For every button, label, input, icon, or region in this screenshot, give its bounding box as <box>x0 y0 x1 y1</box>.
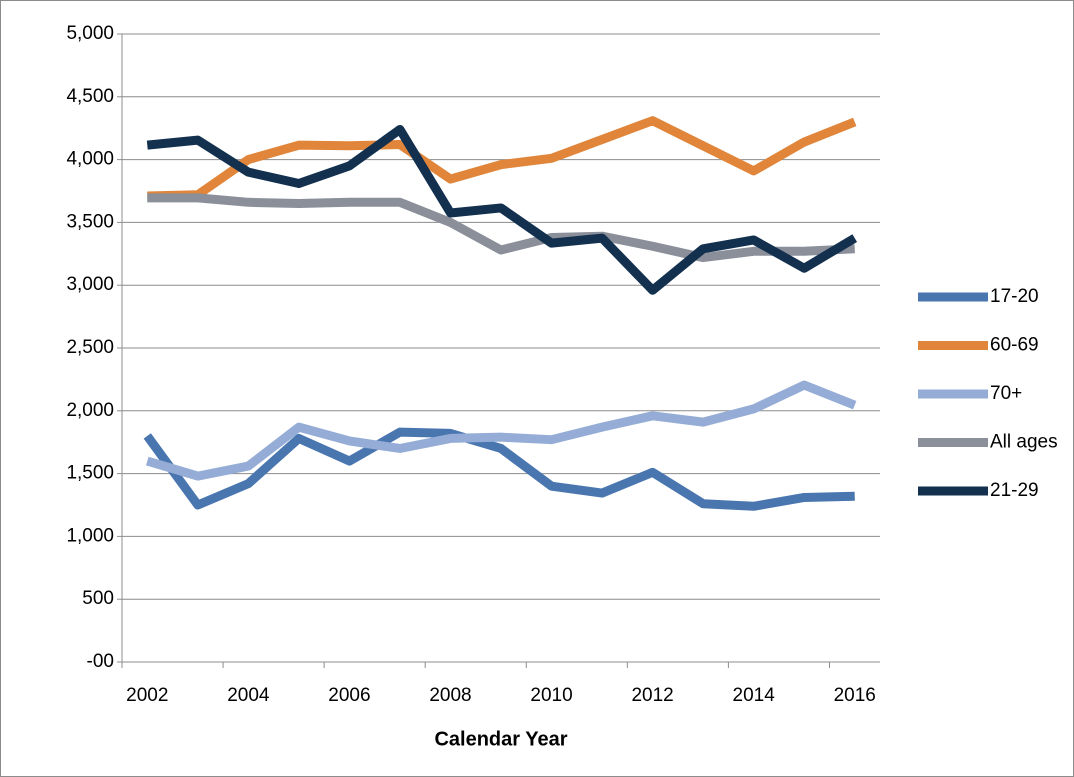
x-tick-label: 2004 <box>227 685 270 706</box>
series-line <box>147 116 857 201</box>
x-tick-label: 2006 <box>328 685 370 706</box>
series-line <box>147 193 855 263</box>
y-tick-label: 5,000 <box>66 23 114 44</box>
x-axis-title: Calendar Year <box>434 728 567 750</box>
y-tick-label: 1,000 <box>66 525 114 546</box>
y-tick-label: -00 <box>87 651 114 672</box>
series-line <box>145 380 857 481</box>
y-tick-label: 2,000 <box>66 400 114 421</box>
legend-label: 21-29 <box>990 480 1039 501</box>
legend-label: 17-20 <box>990 286 1039 307</box>
x-tick-label: 2002 <box>126 685 168 706</box>
series-line <box>146 124 858 295</box>
y-tick-label: 3,000 <box>66 274 114 295</box>
y-tick-label: 1,500 <box>66 463 114 484</box>
y-tick-label: 4,000 <box>66 149 114 170</box>
x-tick-label: 2016 <box>834 685 876 706</box>
x-tick-label: 2010 <box>530 685 572 706</box>
y-tick-label: 3,500 <box>66 211 114 232</box>
x-tick-label: 2014 <box>733 685 776 706</box>
y-tick-label: 500 <box>82 588 114 609</box>
legend-label: 70+ <box>990 383 1022 404</box>
y-tick-label: 2,500 <box>66 337 114 358</box>
legend-label: 60-69 <box>990 335 1039 356</box>
x-tick-label: 2012 <box>631 685 673 706</box>
series-line <box>143 427 855 511</box>
x-tick-label: 2008 <box>429 685 471 706</box>
legend-label: All ages <box>990 432 1058 453</box>
y-tick-label: 4,500 <box>66 86 114 107</box>
